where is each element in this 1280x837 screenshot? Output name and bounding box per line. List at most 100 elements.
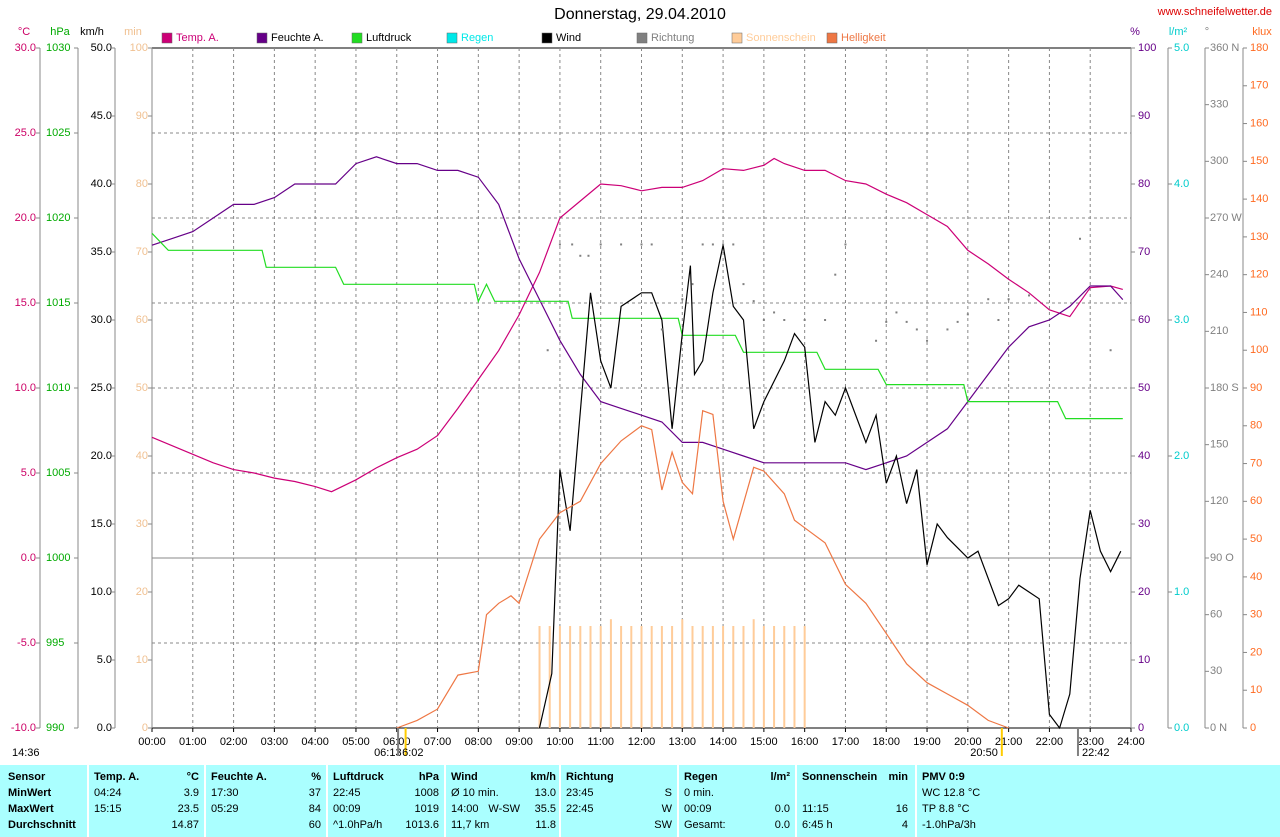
y-tick-label: 30: [136, 518, 148, 530]
y-tick-label: 300: [1210, 155, 1228, 167]
axis-unit: hPa: [50, 26, 70, 38]
y-tick-label: 0 N: [1210, 722, 1227, 734]
y-tick-label: 60: [136, 314, 148, 326]
legend-swatch: [636, 32, 648, 44]
cell-text: 16: [895, 803, 908, 815]
y-tick-label: 210: [1210, 325, 1228, 337]
x-tick-label: 21:00: [995, 736, 1023, 748]
cell-text: PMV 0:9: [922, 771, 965, 783]
y-tick-label: 30: [1138, 518, 1150, 530]
direction-dot: [711, 243, 714, 246]
sunshine-bar: [762, 626, 765, 728]
direction-dot: [571, 243, 574, 246]
y-tick-label: 30: [1250, 609, 1262, 621]
column-separator: [444, 765, 446, 837]
legend-label: Regen: [461, 32, 493, 44]
y-tick-label: 25.0: [15, 127, 36, 139]
direction-dot: [926, 339, 929, 342]
cell-text: Wind: [451, 771, 478, 783]
y-tick-label: 70: [1250, 457, 1262, 469]
direction-dot: [558, 243, 561, 246]
y-tick-label: 0: [142, 722, 148, 734]
y-tick-label: 0: [1138, 722, 1144, 734]
series-line: [151, 156, 1124, 471]
y-tick-label: 170: [1250, 80, 1268, 92]
y-tick-label: 60: [1250, 495, 1262, 507]
x-tick-label: 00:00: [138, 736, 166, 748]
cell-text: Feuchte A.: [211, 771, 267, 783]
axis-unit: °C: [18, 26, 30, 38]
y-tick-label: 1000: [46, 552, 70, 564]
y-tick-label: 160: [1250, 117, 1268, 129]
y-tick-label: 30.0: [15, 42, 36, 54]
direction-dot: [1109, 349, 1112, 352]
y-tick-label: 1030: [46, 42, 70, 54]
direction-dot: [640, 243, 643, 246]
column-separator: [915, 765, 917, 837]
y-tick-label: 35.0: [91, 246, 112, 258]
marker-label: 22:42: [1082, 747, 1110, 759]
summary-table: Sensor MinWert MaxWert Durchschnitt Temp. A.…: [0, 765, 1280, 837]
y-tick-label: 10: [1250, 684, 1262, 696]
cell-text: 04:24: [94, 787, 122, 799]
y-tick-label: 1010: [46, 382, 70, 394]
cell-text: Richtung: [566, 771, 614, 783]
y-tick-label: 20: [136, 586, 148, 598]
y-tick-label: 15.0: [15, 297, 36, 309]
x-tick-label: 11:00: [587, 736, 614, 748]
cell-text: 35.5: [534, 803, 556, 815]
sunshine-bar: [620, 626, 623, 728]
cell-text: l/m²: [770, 771, 790, 783]
cell-text: 22:45: [566, 803, 594, 815]
direction-dot: [966, 313, 969, 316]
direction-dot: [587, 254, 590, 257]
y-tick-label: 30: [1210, 665, 1222, 677]
cell-text: 4: [901, 819, 908, 831]
x-tick-label: 24:00: [1117, 736, 1145, 748]
sunshine-bar: [773, 626, 776, 728]
cell-text: 1008: [414, 787, 439, 799]
sunshine-bar: [579, 626, 582, 728]
direction-dot: [762, 319, 765, 321]
cell-text: 60: [308, 819, 321, 831]
sunshine-bar: [569, 626, 572, 728]
direction-dot: [875, 339, 878, 342]
sunshine-bar: [783, 626, 786, 728]
y-tick-label: 20.0: [91, 450, 112, 462]
direction-dot: [701, 243, 704, 246]
x-tick-label: 13:00: [669, 736, 697, 748]
direction-dot: [681, 298, 684, 301]
sunshine-bar: [650, 626, 653, 728]
chart: Donnerstag, 29.04.2010 www.schneifelwett…: [11, 6, 1272, 759]
series-line: [151, 232, 1123, 420]
cell-text: 00:09: [333, 803, 361, 815]
y-tick-label: 20: [1138, 586, 1150, 598]
y-tick-label: 60: [1138, 314, 1150, 326]
direction-dot: [915, 328, 918, 331]
y-tick-label: 995: [46, 637, 64, 649]
cell-text: %: [311, 771, 321, 783]
cell-text: Luftdruck: [333, 771, 384, 783]
y-tick-label: 45.0: [91, 110, 112, 122]
y-tick-label: 20.0: [15, 212, 36, 224]
axis-unit: l/m²: [1169, 26, 1188, 38]
cell-text: Gesamt:: [684, 819, 726, 831]
y-tick-label: 60: [1210, 609, 1222, 621]
y-tick-label: 990: [46, 722, 64, 734]
legend-swatch: [541, 32, 553, 44]
y-tick-label: 100: [130, 42, 148, 54]
sunshine-bar: [589, 626, 592, 728]
sunshine-bar: [538, 626, 541, 728]
cell-text: MaxWert: [8, 803, 54, 815]
cell-text: 11:15: [802, 803, 829, 815]
direction-dot: [783, 319, 786, 321]
y-tick-label: 50: [136, 382, 148, 394]
y-tick-label: 90 O: [1210, 552, 1234, 564]
cell-text: 11.8: [535, 819, 556, 831]
y-tick-label: 80: [136, 178, 148, 190]
y-tick-label: 0.0: [97, 722, 112, 734]
direction-dot: [620, 243, 623, 246]
direction-dot: [599, 243, 602, 246]
direction-dot: [956, 320, 959, 323]
